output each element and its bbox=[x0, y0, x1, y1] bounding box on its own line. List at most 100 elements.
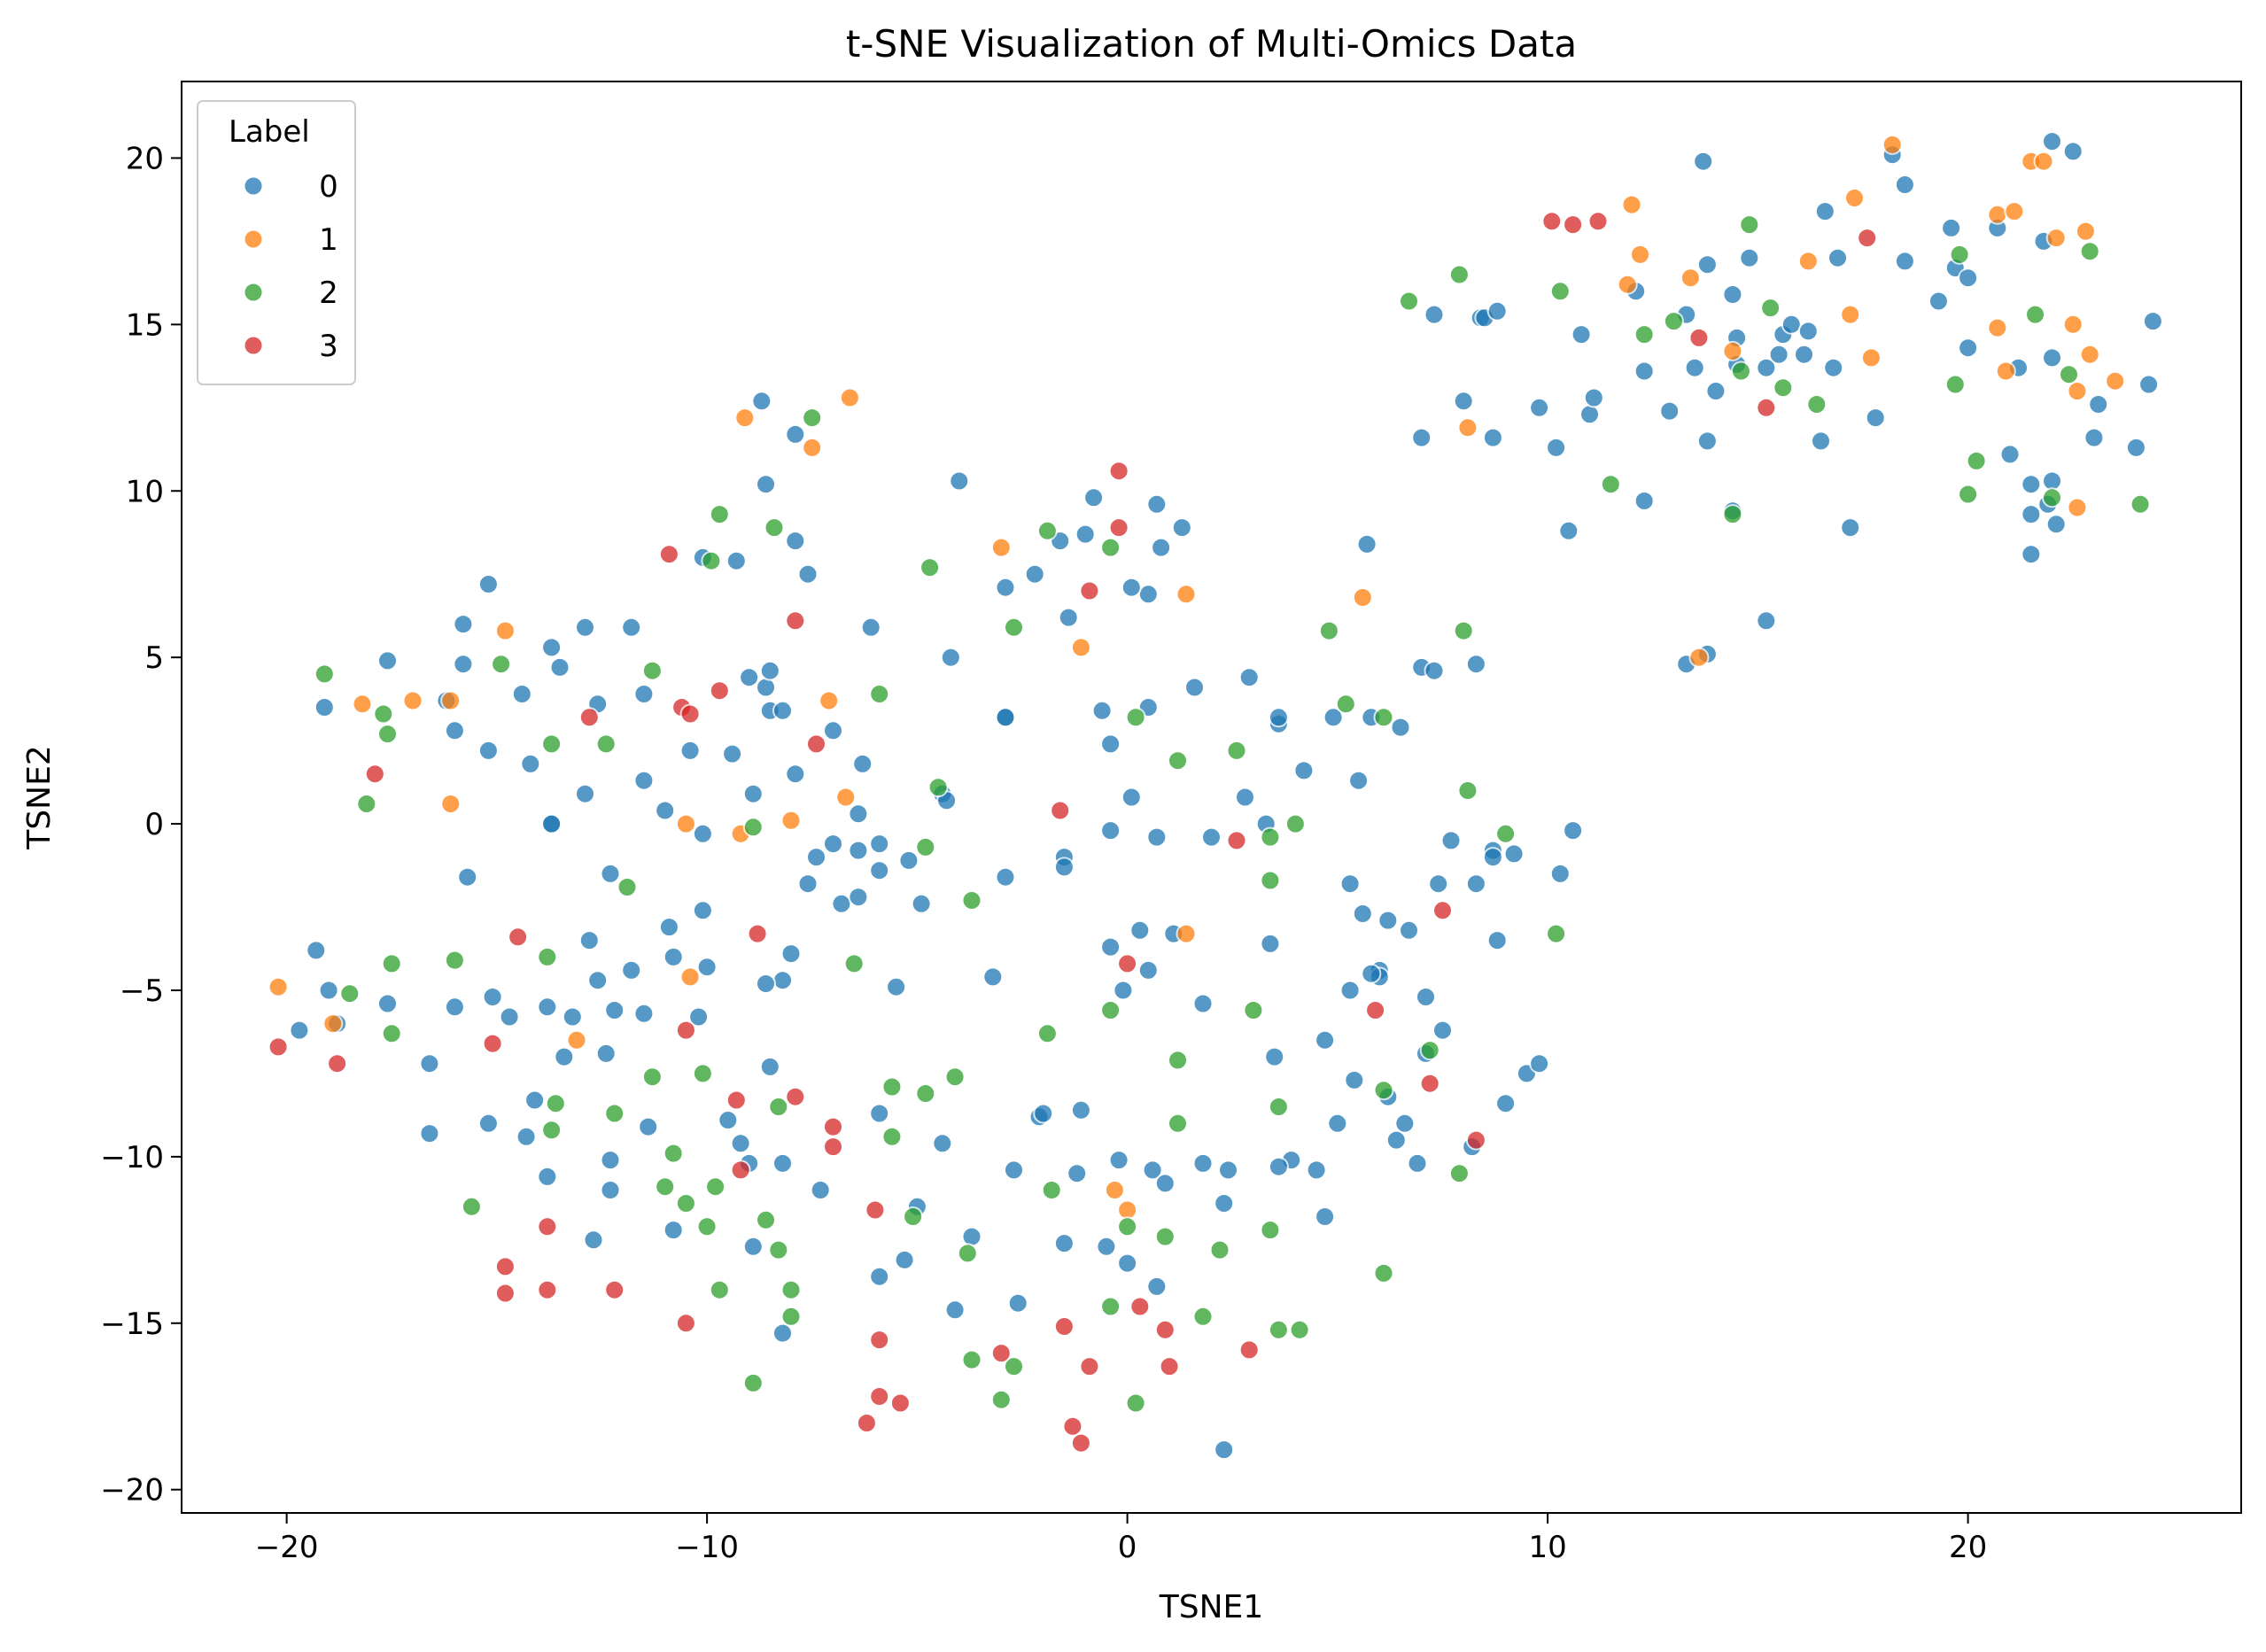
data-point-label-0 bbox=[2021, 504, 2042, 525]
data-point-label-3 bbox=[1079, 1356, 1100, 1377]
data-point-label-0 bbox=[756, 474, 776, 495]
data-point-label-0 bbox=[860, 617, 881, 638]
data-point-label-0 bbox=[1070, 1099, 1091, 1121]
data-point-label-0 bbox=[1075, 524, 1096, 545]
data-point-label-0 bbox=[1348, 770, 1370, 791]
data-point-label-2 bbox=[843, 953, 865, 974]
data-point-label-0 bbox=[537, 1166, 558, 1187]
data-point-label-2 bbox=[1448, 264, 1470, 285]
data-point-label-0 bbox=[583, 1229, 604, 1251]
y-tick-label: −10 bbox=[100, 1140, 164, 1175]
data-point-label-0 bbox=[1705, 381, 1727, 401]
data-point-label-0 bbox=[2042, 347, 2062, 368]
data-point-label-2 bbox=[1125, 1392, 1146, 1414]
data-point-label-0 bbox=[848, 840, 869, 861]
data-point-label-2 bbox=[903, 1206, 924, 1227]
data-point-label-0 bbox=[1529, 397, 1550, 418]
data-point-label-0 bbox=[511, 684, 532, 704]
data-point-label-2 bbox=[2025, 304, 2045, 325]
data-point-label-0 bbox=[1486, 930, 1508, 951]
data-point-label-0 bbox=[1201, 826, 1222, 848]
data-point-label-0 bbox=[453, 614, 474, 635]
data-point-label-0 bbox=[1823, 357, 1844, 378]
legend-label-2: 2 bbox=[319, 275, 338, 311]
data-point-label-1 bbox=[1995, 361, 2016, 382]
data-point-label-0 bbox=[1344, 1069, 1365, 1090]
data-point-label-2 bbox=[541, 1120, 563, 1141]
data-point-label-0 bbox=[1428, 873, 1449, 895]
data-point-label-0 bbox=[810, 1180, 831, 1200]
data-point-label-0 bbox=[520, 753, 541, 774]
data-point-label-2 bbox=[1495, 823, 1517, 844]
legend-marker-1 bbox=[243, 229, 264, 250]
data-point-label-2 bbox=[1168, 750, 1188, 772]
data-point-label-0 bbox=[722, 743, 743, 764]
data-point-label-0 bbox=[1424, 304, 1445, 325]
data-point-label-0 bbox=[742, 1236, 764, 1257]
data-point-label-0 bbox=[575, 783, 595, 804]
data-point-label-0 bbox=[1214, 1193, 1235, 1214]
data-point-label-3 bbox=[1159, 1356, 1180, 1377]
data-point-label-2 bbox=[377, 724, 398, 745]
data-point-label-2 bbox=[491, 654, 512, 675]
data-point-label-0 bbox=[1352, 904, 1373, 924]
data-point-label-3 bbox=[1117, 953, 1138, 974]
data-point-label-3 bbox=[869, 1330, 890, 1351]
legend-label-0: 0 bbox=[319, 169, 338, 205]
data-point-label-1 bbox=[494, 620, 516, 641]
data-point-label-1 bbox=[1840, 304, 1861, 325]
data-point-label-0 bbox=[516, 1126, 537, 1147]
data-point-label-2 bbox=[1041, 1180, 1062, 1200]
data-point-label-0 bbox=[1033, 1103, 1054, 1124]
data-point-label-0 bbox=[562, 1006, 583, 1028]
data-point-label-1 bbox=[440, 690, 462, 711]
y-tick-label: 20 bbox=[126, 141, 164, 176]
data-point-label-2 bbox=[961, 890, 982, 911]
data-point-label-3 bbox=[1108, 517, 1129, 539]
data-point-label-2 bbox=[663, 1143, 684, 1164]
data-point-label-0 bbox=[756, 973, 776, 994]
data-point-label-0 bbox=[1453, 391, 1474, 412]
data-point-label-0 bbox=[1121, 577, 1142, 598]
data-point-label-0 bbox=[1024, 563, 1045, 585]
data-point-label-0 bbox=[1941, 217, 1962, 238]
data-point-label-0 bbox=[898, 849, 920, 871]
data-point-label-0 bbox=[377, 993, 398, 1014]
data-point-label-2 bbox=[1209, 1239, 1230, 1260]
data-point-label-0 bbox=[1432, 1020, 1453, 1041]
data-point-label-0 bbox=[1928, 291, 1949, 312]
data-point-label-1 bbox=[2079, 344, 2100, 365]
data-point-label-0 bbox=[2021, 474, 2042, 495]
data-point-label-0 bbox=[314, 697, 335, 717]
data-point-label-2 bbox=[2079, 241, 2100, 262]
data-point-label-3 bbox=[578, 707, 600, 728]
data-point-label-3 bbox=[1465, 1129, 1486, 1151]
data-point-label-3 bbox=[268, 1036, 289, 1058]
data-point-label-3 bbox=[675, 1020, 696, 1041]
data-point-label-2 bbox=[1004, 1356, 1024, 1377]
data-point-label-0 bbox=[785, 423, 806, 445]
data-point-label-0 bbox=[621, 617, 642, 638]
data-point-label-2 bbox=[641, 1066, 663, 1088]
data-point-label-0 bbox=[1634, 361, 1655, 382]
data-point-label-2 bbox=[1419, 1040, 1440, 1061]
data-point-label-2 bbox=[1260, 826, 1281, 848]
data-point-label-0 bbox=[1137, 584, 1159, 605]
data-point-label-2 bbox=[1243, 1000, 1264, 1020]
data-point-label-3 bbox=[364, 764, 385, 785]
data-point-label-3 bbox=[1563, 214, 1584, 236]
data-point-label-0 bbox=[869, 1266, 890, 1287]
y-tick-label: −20 bbox=[100, 1473, 164, 1509]
data-point-label-0 bbox=[1579, 404, 1600, 425]
data-point-label-1 bbox=[839, 387, 860, 408]
data-point-label-0 bbox=[823, 834, 843, 855]
data-point-label-0 bbox=[1214, 1439, 1235, 1461]
data-point-label-0 bbox=[995, 866, 1016, 888]
data-point-label-2 bbox=[780, 1306, 802, 1327]
data-point-label-0 bbox=[444, 997, 465, 1018]
data-point-label-0 bbox=[679, 740, 701, 761]
y-tick-label: −15 bbox=[100, 1307, 164, 1342]
data-point-label-0 bbox=[1794, 344, 1814, 365]
data-point-label-2 bbox=[617, 877, 638, 897]
